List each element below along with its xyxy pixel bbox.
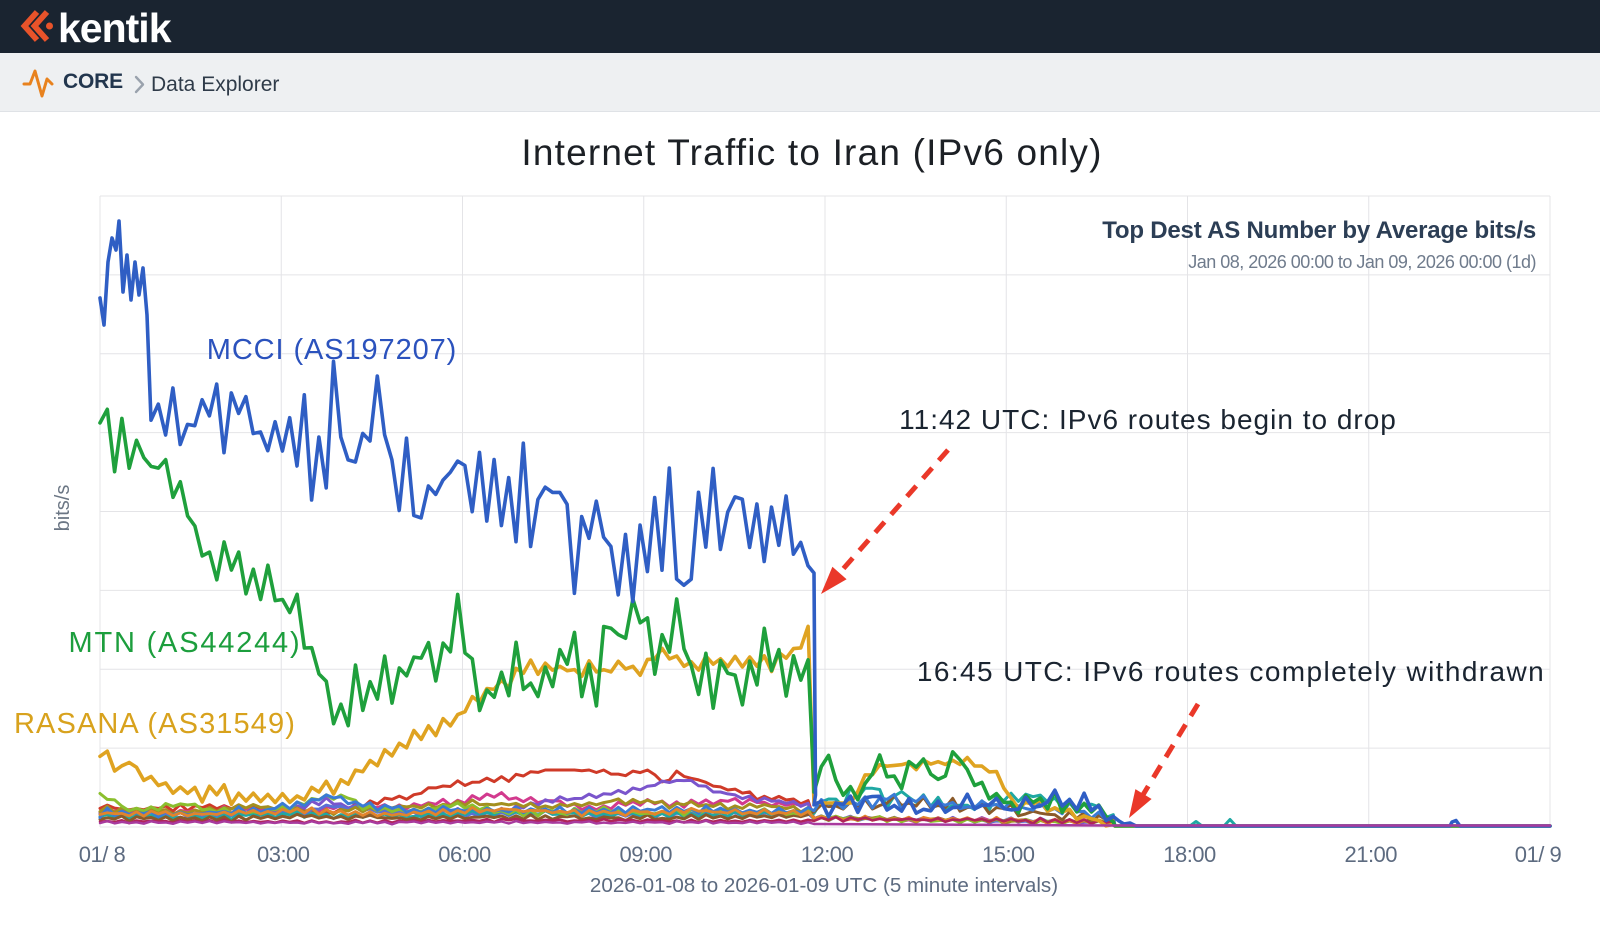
svg-text:bits/s: bits/s bbox=[52, 485, 74, 532]
svg-text:11:42 UTC: IPv6 routes begin t: 11:42 UTC: IPv6 routes begin to drop bbox=[899, 404, 1397, 435]
svg-text:15:00: 15:00 bbox=[982, 842, 1035, 867]
svg-text:Top Dest AS Number by Average: Top Dest AS Number by Average bits/s bbox=[1102, 217, 1536, 244]
svg-text:2026-01-08 to 2026-01-09 UTC (: 2026-01-08 to 2026-01-09 UTC (5 minute i… bbox=[590, 874, 1058, 897]
svg-text:16:45 UTC: IPv6 routes complet: 16:45 UTC: IPv6 routes completely withdr… bbox=[917, 656, 1545, 687]
svg-text:01/ 8: 01/ 8 bbox=[79, 842, 126, 867]
svg-text:01/ 9: 01/ 9 bbox=[1515, 842, 1562, 867]
svg-text:12:00: 12:00 bbox=[801, 842, 854, 867]
svg-text:Jan 08, 2026 00:00 to Jan 09,: Jan 08, 2026 00:00 to Jan 09, 2026 00:00… bbox=[1188, 252, 1536, 272]
svg-text:RASANA (AS31549): RASANA (AS31549) bbox=[14, 708, 296, 740]
svg-text:06:00: 06:00 bbox=[438, 842, 491, 867]
svg-text:18:00: 18:00 bbox=[1163, 842, 1216, 867]
svg-text:21:00: 21:00 bbox=[1344, 842, 1397, 867]
svg-text:03:00: 03:00 bbox=[257, 842, 310, 867]
svg-text:MCCI (AS197207): MCCI (AS197207) bbox=[207, 334, 457, 366]
svg-text:09:00: 09:00 bbox=[619, 842, 672, 867]
svg-text:MTN (AS44244): MTN (AS44244) bbox=[69, 627, 302, 659]
svg-text:Internet Traffic to Iran (IPv6: Internet Traffic to Iran (IPv6 only) bbox=[521, 132, 1102, 173]
